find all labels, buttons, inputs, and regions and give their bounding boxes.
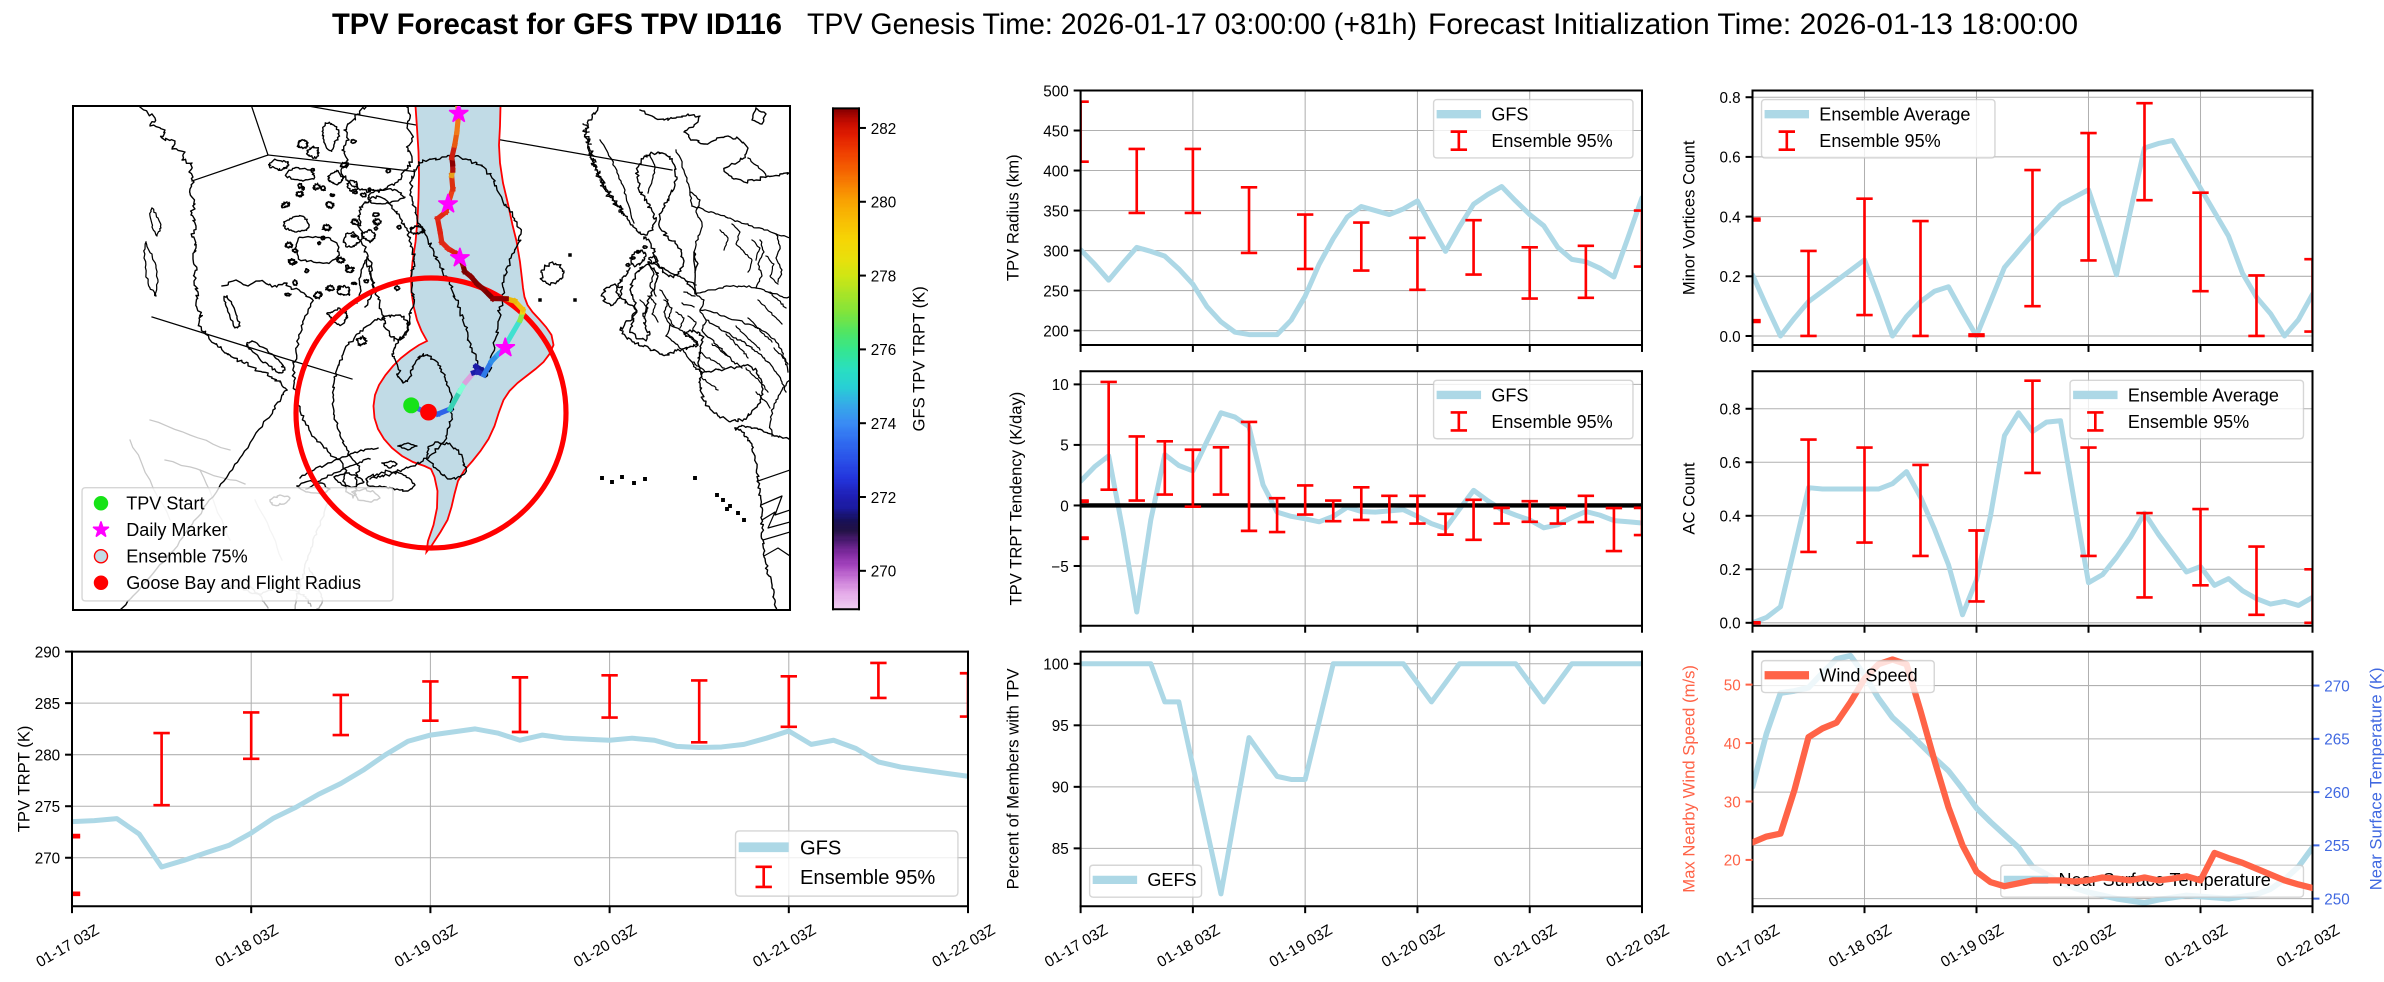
svg-text:Minor Vortices Count: Minor Vortices Count	[1680, 140, 1699, 295]
svg-text:0: 0	[1060, 498, 1069, 515]
svg-text:Ensemble 95%: Ensemble 95%	[1491, 412, 1612, 432]
svg-text:285: 285	[35, 696, 60, 713]
svg-text:Ensemble 75%: Ensemble 75%	[126, 547, 247, 567]
svg-text:500: 500	[1043, 83, 1068, 100]
svg-text:10: 10	[1052, 377, 1069, 394]
svg-text:TPV Forecast for GFS TPV ID116: TPV Forecast for GFS TPV ID116	[332, 8, 782, 41]
svg-text:0.8: 0.8	[1719, 90, 1740, 107]
svg-text:Ensemble Average: Ensemble Average	[1819, 104, 1970, 124]
svg-text:TPV Radius (km): TPV Radius (km)	[1004, 154, 1023, 281]
svg-text:270: 270	[2324, 678, 2349, 695]
svg-text:0.2: 0.2	[1719, 269, 1740, 286]
svg-text:Forecast Initialization Time:: Forecast Initialization Time: 2026-01-13…	[1428, 8, 2078, 41]
svg-text:Wind Speed: Wind Speed	[1819, 666, 1917, 686]
svg-text:260: 260	[2324, 785, 2349, 802]
svg-text:GFS TPV TRPT (K): GFS TPV TRPT (K)	[910, 286, 929, 431]
svg-text:280: 280	[871, 195, 896, 212]
svg-text:20: 20	[1724, 853, 1741, 870]
svg-text:30: 30	[1724, 794, 1741, 811]
svg-text:Max Nearby Wind Speed (m/s): Max Nearby Wind Speed (m/s)	[1680, 665, 1699, 893]
svg-text:85: 85	[1052, 841, 1069, 858]
svg-text:450: 450	[1043, 123, 1068, 140]
svg-text:300: 300	[1043, 243, 1068, 260]
svg-text:Ensemble 95%: Ensemble 95%	[1819, 131, 1940, 151]
svg-text:50: 50	[1724, 677, 1741, 694]
svg-text:282: 282	[871, 121, 896, 138]
svg-text:0.6: 0.6	[1719, 150, 1740, 167]
svg-text:Ensemble 95%: Ensemble 95%	[1491, 131, 1612, 151]
svg-text:350: 350	[1043, 203, 1068, 220]
svg-text:278: 278	[871, 268, 896, 285]
svg-text:250: 250	[1043, 283, 1068, 300]
svg-text:100: 100	[1043, 657, 1068, 674]
svg-text:−5: −5	[1051, 559, 1068, 576]
svg-text:Ensemble 95%: Ensemble 95%	[2128, 412, 2249, 432]
svg-text:276: 276	[871, 342, 896, 359]
svg-text:272: 272	[871, 490, 896, 507]
svg-text:Near Surface Temperature (K): Near Surface Temperature (K)	[2367, 668, 2384, 891]
svg-text:GEFS: GEFS	[1147, 870, 1196, 890]
svg-text:95: 95	[1052, 718, 1069, 735]
svg-text:0.8: 0.8	[1719, 402, 1740, 419]
svg-text:0.6: 0.6	[1719, 455, 1740, 472]
svg-text:AC Count: AC Count	[1680, 462, 1699, 535]
svg-text:GFS: GFS	[1491, 104, 1528, 124]
svg-text:0.4: 0.4	[1719, 509, 1741, 526]
svg-text:TPV Start: TPV Start	[126, 494, 204, 514]
svg-text:280: 280	[35, 747, 60, 764]
svg-text:TPV TRPT (K): TPV TRPT (K)	[15, 726, 34, 833]
svg-text:0.2: 0.2	[1719, 562, 1740, 579]
svg-text:400: 400	[1043, 163, 1068, 180]
svg-text:270: 270	[35, 851, 60, 868]
svg-text:GFS: GFS	[800, 837, 841, 859]
svg-text:TPV Genesis Time: 2026-01-17 0: TPV Genesis Time: 2026-01-17 03:00:00 (+…	[807, 8, 1417, 41]
svg-text:Ensemble 95%: Ensemble 95%	[800, 867, 935, 889]
svg-text:200: 200	[1043, 323, 1068, 340]
svg-text:Percent of Members with TPV: Percent of Members with TPV	[1004, 668, 1023, 890]
svg-text:TPV TRPT Tendency (K/day): TPV TRPT Tendency (K/day)	[1007, 392, 1026, 606]
svg-text:255: 255	[2324, 838, 2349, 855]
svg-text:Goose Bay and Flight Radius: Goose Bay and Flight Radius	[126, 573, 361, 593]
svg-text:270: 270	[871, 564, 896, 581]
svg-text:275: 275	[35, 799, 60, 816]
svg-text:0.4: 0.4	[1719, 209, 1741, 226]
svg-text:Daily Marker: Daily Marker	[126, 520, 227, 540]
svg-text:5: 5	[1060, 438, 1069, 455]
svg-text:274: 274	[871, 416, 897, 433]
svg-text:250: 250	[2324, 891, 2349, 908]
svg-text:40: 40	[1724, 736, 1741, 753]
svg-text:290: 290	[35, 644, 60, 661]
svg-text:0.0: 0.0	[1719, 329, 1740, 346]
svg-text:90: 90	[1052, 780, 1069, 797]
svg-text:GFS: GFS	[1491, 385, 1528, 405]
svg-text:265: 265	[2324, 732, 2349, 749]
svg-text:0.0: 0.0	[1719, 616, 1740, 633]
svg-text:Ensemble Average: Ensemble Average	[2128, 385, 2279, 405]
